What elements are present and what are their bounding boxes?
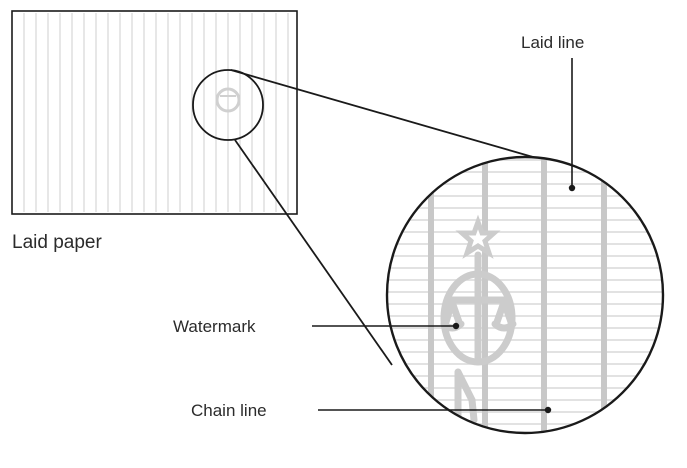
watermark-scales bbox=[440, 214, 517, 424]
laid-line-leader bbox=[568, 58, 576, 192]
watermark-leader bbox=[312, 322, 460, 330]
laid-line-label: Laid line bbox=[521, 33, 585, 52]
chain-line-leader bbox=[318, 406, 552, 414]
detail-circle bbox=[192, 69, 264, 141]
laid-paper-label: Laid paper bbox=[12, 232, 102, 253]
watermark-star-icon bbox=[455, 214, 501, 259]
laid-paper-sheet bbox=[11, 10, 298, 215]
chain-line-label: Chain line bbox=[191, 401, 267, 420]
watermark-label: Watermark bbox=[173, 317, 256, 336]
detail-watermark bbox=[215, 87, 241, 113]
chain-lines bbox=[428, 157, 607, 433]
magnifier-connectors bbox=[230, 69, 579, 366]
magnified-circle bbox=[385, 155, 665, 435]
